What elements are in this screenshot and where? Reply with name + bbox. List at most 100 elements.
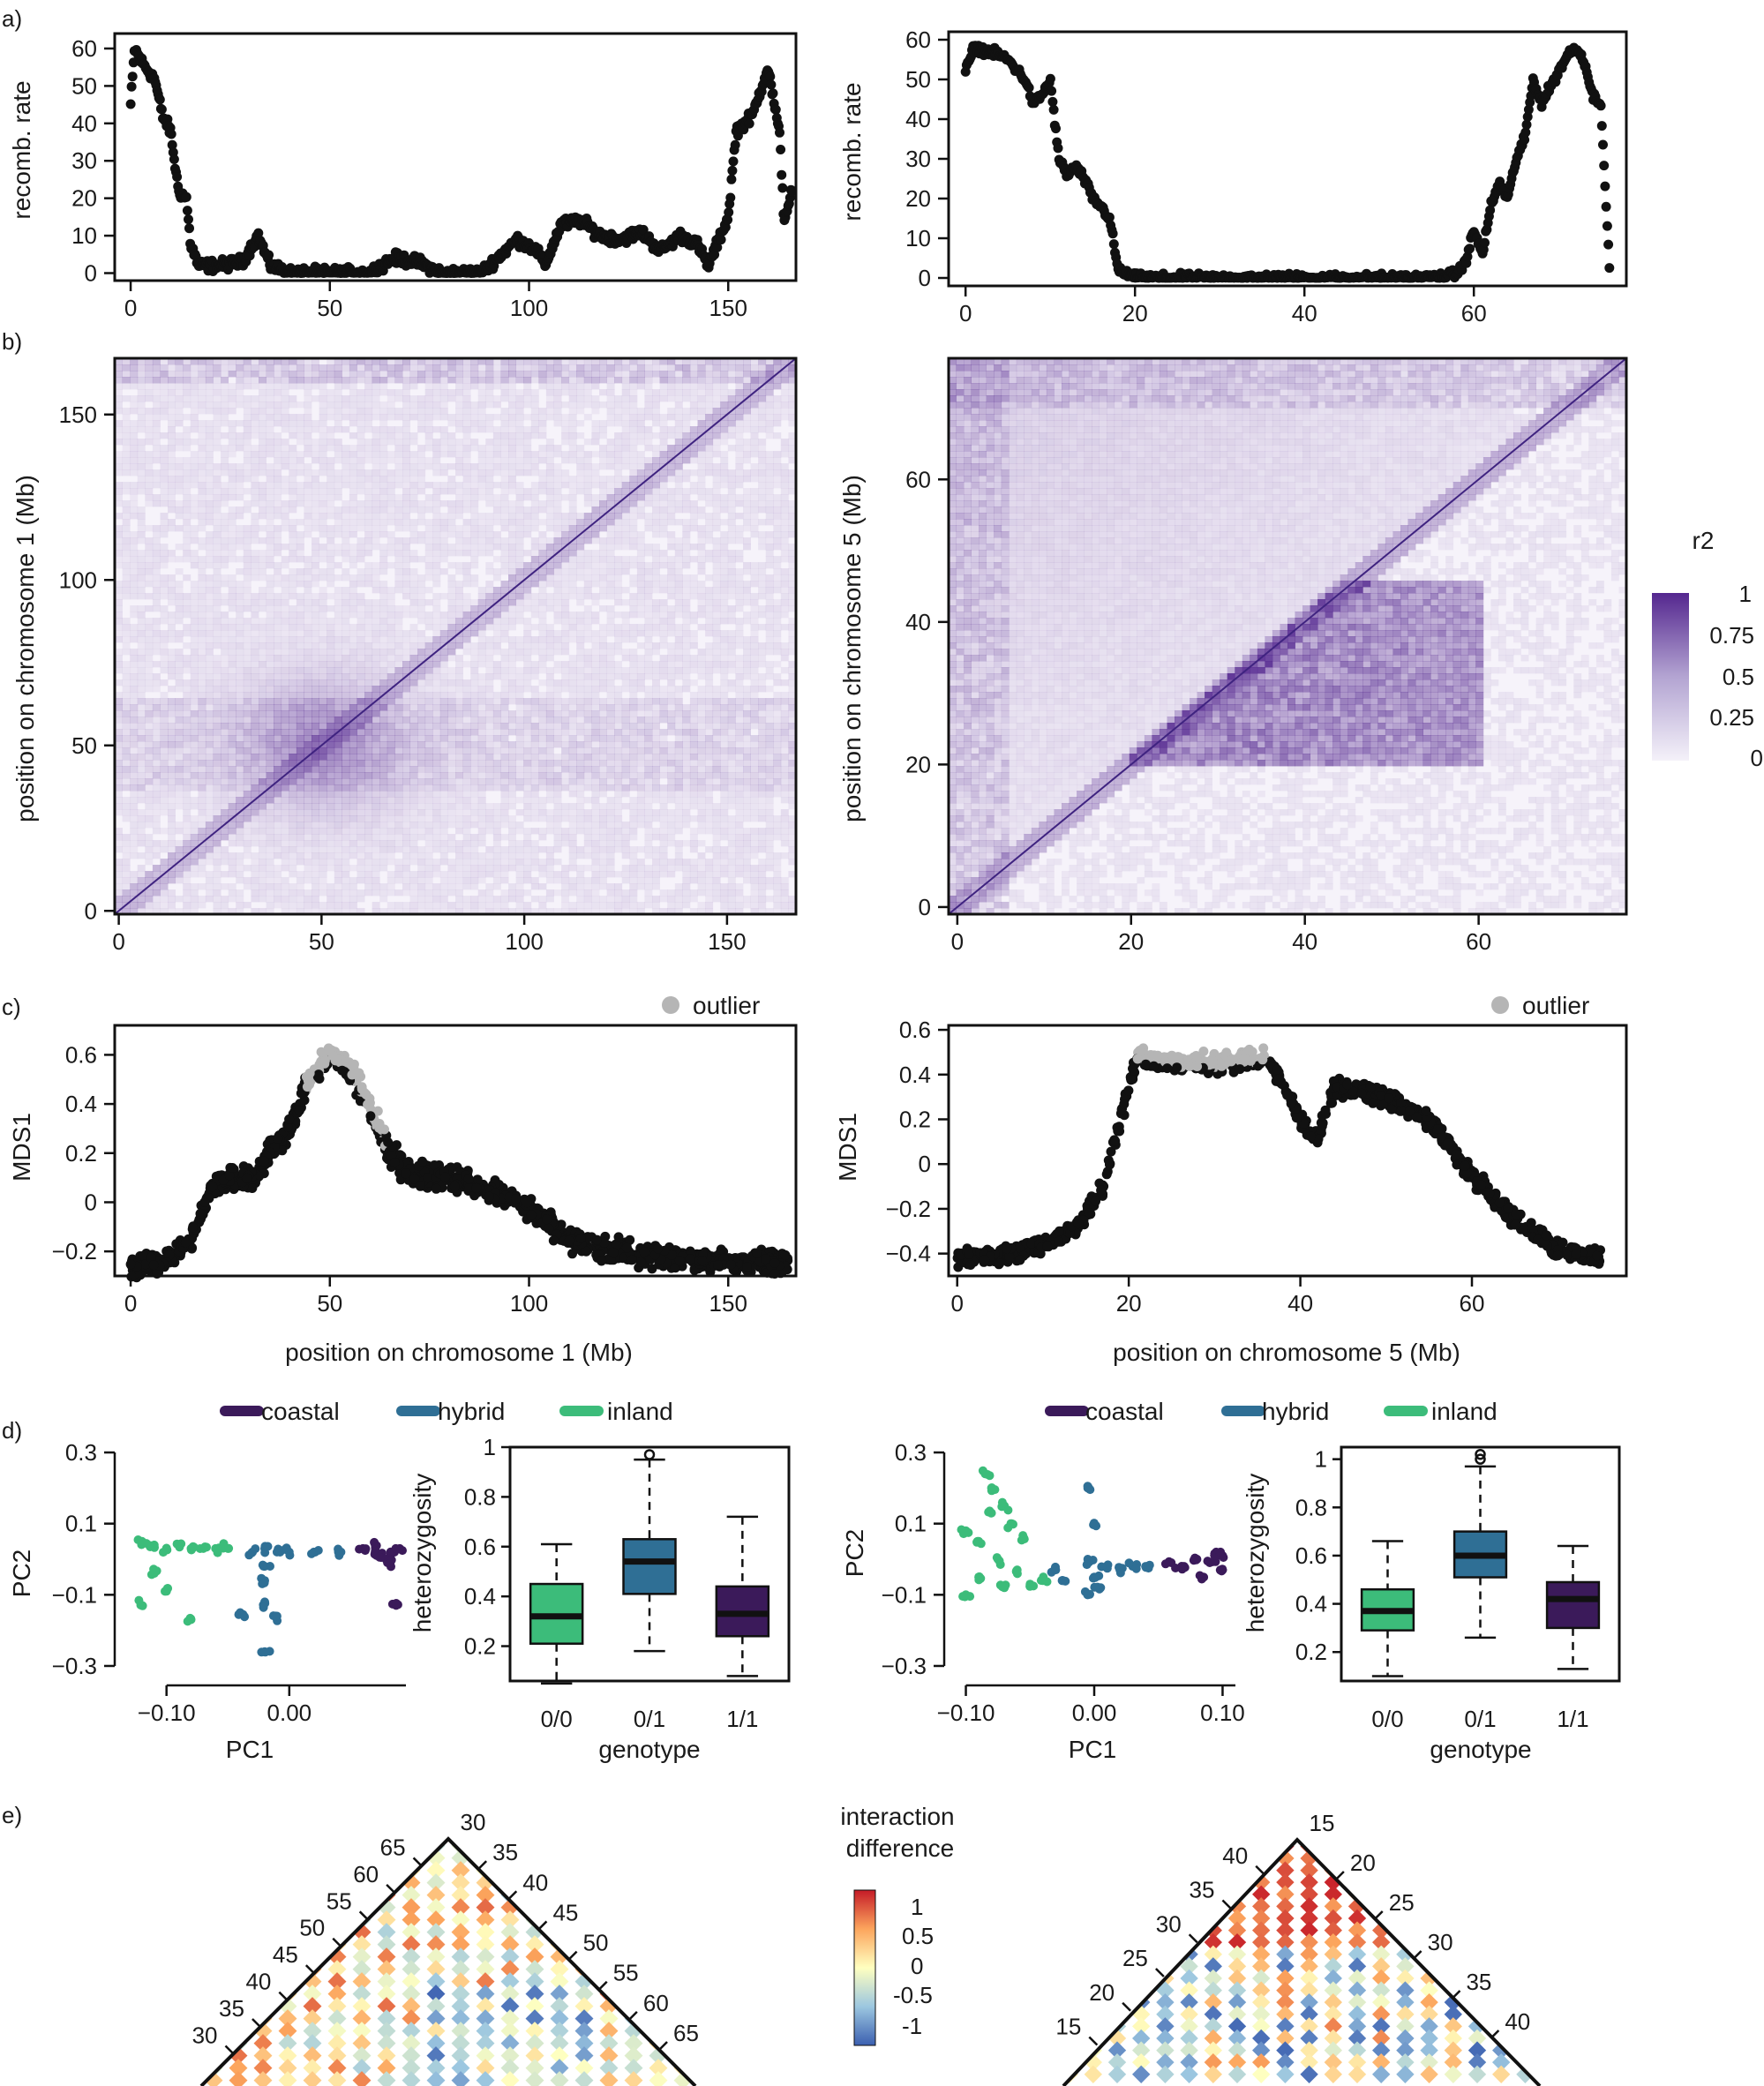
b-left-cell [342,661,350,668]
b-left-cell [387,395,395,402]
b-left-cell [364,513,373,520]
b-left-cell [364,581,373,588]
b-left-cell [281,846,289,853]
b-left-cell [228,723,236,730]
b-left-cell [387,593,395,600]
b-left-cell [198,439,206,446]
b-left-cell [327,729,335,736]
b-left-cell [221,451,229,458]
b-left-cell [424,834,433,841]
b-left-cell [183,593,191,600]
b-left-cell [205,636,214,643]
b-left-cell [349,513,357,520]
b-left-cell [319,568,327,575]
b-left-cell [439,636,448,643]
b-left-cell [357,840,365,847]
b-left-cell [168,401,176,409]
b-left-cell [198,420,206,427]
b-left-cell [417,784,426,792]
b-left-cell [259,395,266,402]
b-left-cell [243,698,251,705]
b-left-cell [221,661,229,668]
b-left-cell [130,655,139,662]
b-left-cell [289,581,297,588]
b-left-cell [152,556,161,563]
b-left-cell [281,791,289,798]
b-left-cell [228,420,236,427]
b-left-cell [274,760,282,767]
b-left-cell [379,778,388,785]
b-left-cell [137,383,146,390]
b-left-cell [372,723,380,730]
b-left-cell [198,883,206,890]
b-left-cell [130,544,139,551]
b-left-cell [319,710,327,717]
b-left-cell [205,451,214,458]
b-left-cell [364,673,373,680]
b-left-cell [439,364,448,371]
b-left-cell [198,797,206,804]
b-left-cell [312,840,319,847]
b-left-cell [424,760,433,767]
b-left-cell [312,754,319,761]
b-left-cell [349,661,357,668]
b-left-cell [379,488,388,495]
b-left-cell [349,828,357,835]
b-left-cell [319,717,327,724]
b-left-cell [243,500,251,507]
b-left-cell [342,729,350,736]
b-left-cell [342,408,350,415]
b-left-cell [168,784,176,792]
b-left-cell [168,791,176,798]
b-left-cell [364,408,373,415]
b-left-cell [213,550,221,557]
b-left-cell [281,766,289,773]
b-left-cell [379,747,388,754]
b-left-cell [213,655,221,662]
b-left-cell [296,735,304,742]
b-left-cell [289,463,297,470]
b-left-cell [349,723,357,730]
b-left-cell [312,377,319,384]
b-left-cell [394,612,403,619]
b-left-cell [198,828,206,835]
b-left-cell [145,618,154,625]
b-left-cell [183,655,191,662]
b-left-cell [274,500,282,507]
b-left-cell [304,834,312,841]
b-left-cell [243,778,251,785]
b-left-cell [137,537,146,544]
b-left-cell [236,834,244,841]
b-left-cell [274,457,282,464]
b-left-cell [357,642,365,649]
b-left-cell [394,661,403,668]
b-left-cell [122,463,131,470]
b-left-cell [424,840,433,847]
b-left-cell [342,797,350,804]
b-left-cell [190,371,199,378]
b-left-cell [296,859,304,866]
b-left-cell [387,476,395,483]
b-left-cell [372,784,380,792]
b-left-cell [198,686,206,693]
b-left-cell [394,371,403,378]
b-left-cell [417,760,426,767]
b-left-cell [122,679,131,687]
b-left-cell [266,822,274,829]
b-left-cell [296,772,304,779]
b-left-cell [274,494,282,501]
b-left-cell [379,809,388,816]
b-left-cell [379,605,388,612]
b-left-cell [439,630,448,637]
b-left-cell [432,364,441,371]
b-left-cell [198,698,206,705]
b-left-cell [213,371,221,378]
b-left-cell [198,710,206,717]
b-left-cell [357,377,365,384]
b-left-cell [432,889,441,897]
b-left-cell [266,834,274,841]
b-left-cell [424,883,433,890]
b-left-cell [122,383,131,390]
b-left-cell [160,692,169,699]
b-left-cell [221,420,229,427]
